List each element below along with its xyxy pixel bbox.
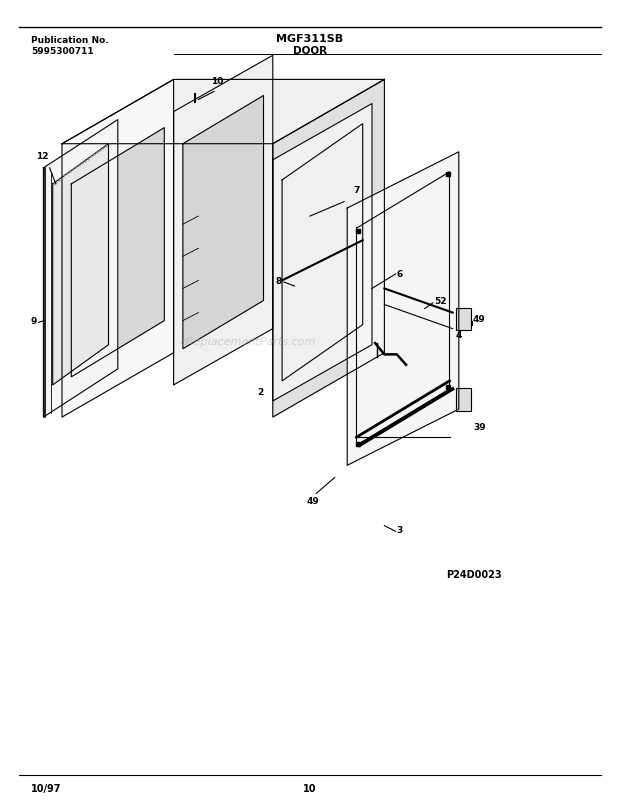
Polygon shape [174,56,273,385]
Text: 3: 3 [397,525,403,535]
Text: 49: 49 [307,496,319,505]
Polygon shape [183,96,264,349]
Text: 10: 10 [303,783,317,793]
Polygon shape [53,145,108,385]
Polygon shape [71,128,164,377]
Polygon shape [273,80,384,418]
Text: 10/97: 10/97 [31,783,61,793]
Text: Publication No.: Publication No. [31,36,108,45]
Text: 5995300711: 5995300711 [31,47,94,55]
Bar [456,389,471,411]
Text: 52: 52 [434,296,446,306]
Polygon shape [43,120,118,418]
Polygon shape [62,80,174,418]
Text: 7: 7 [353,185,360,194]
Text: 49: 49 [473,315,486,324]
Text: 8: 8 [276,276,282,286]
Text: 4: 4 [456,330,462,340]
Text: eReplacementParts.com: eReplacementParts.com [180,336,316,346]
Text: 6: 6 [397,270,403,279]
Polygon shape [347,153,459,466]
Text: 39: 39 [473,422,485,432]
Text: 2: 2 [257,387,264,396]
Text: 12: 12 [36,152,48,161]
Text: 10: 10 [211,77,223,86]
Bar [456,308,471,331]
Text: 9: 9 [31,316,37,326]
Polygon shape [62,80,384,145]
Text: P24D0023: P24D0023 [446,569,502,579]
Polygon shape [273,104,372,402]
Text: MGF311SB: MGF311SB [277,34,343,43]
Text: DOOR: DOOR [293,46,327,55]
